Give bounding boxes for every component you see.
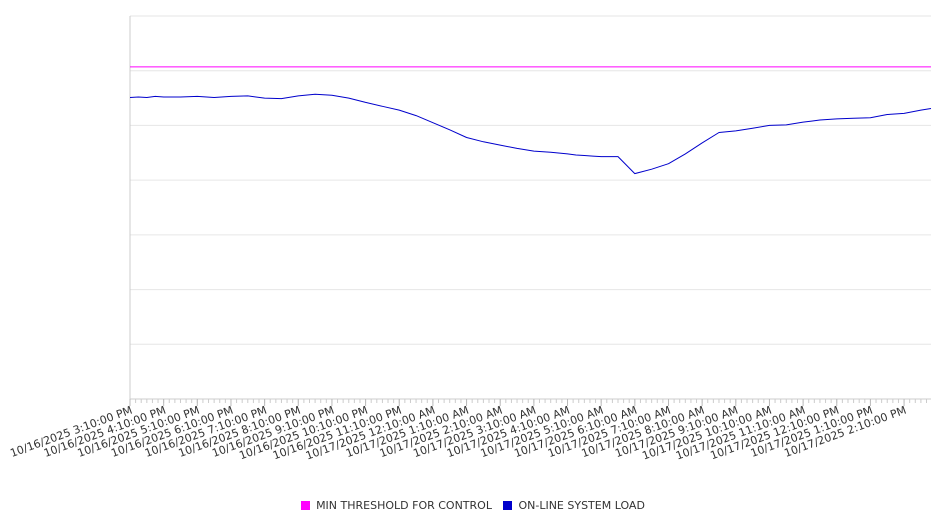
legend-label: MIN THRESHOLD FOR CONTROL [316, 499, 492, 512]
legend-swatch [301, 501, 311, 510]
axes [129, 16, 931, 403]
legend-item-min-threshold[interactable]: MIN THRESHOLD FOR CONTROL [301, 499, 492, 512]
series-lines [129, 66, 932, 175]
series-line-system-load [129, 93, 932, 175]
legend-item-system-load[interactable]: ON-LINE SYSTEM LOAD [503, 499, 645, 512]
legend-swatch [503, 501, 513, 510]
legend: MIN THRESHOLD FOR CONTROL ON-LINE SYSTEM… [0, 499, 946, 512]
grid-lines [130, 15, 931, 400]
legend-label: ON-LINE SYSTEM LOAD [518, 499, 645, 512]
